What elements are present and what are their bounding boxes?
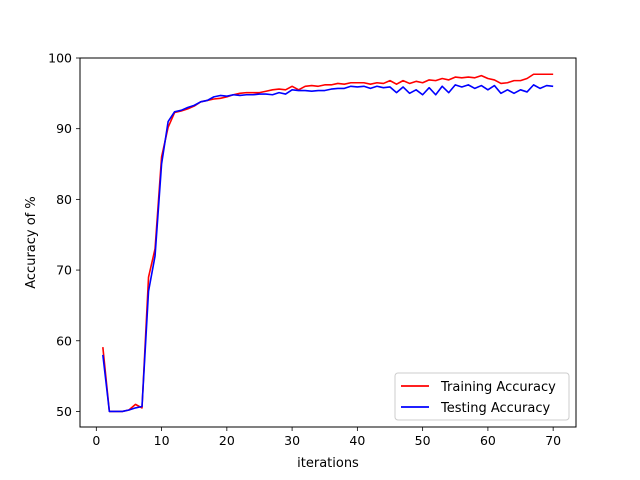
- legend-box: [394, 372, 570, 421]
- y-axis-label: Accuracy of %: [24, 196, 39, 289]
- y-tick-label: 70: [56, 263, 72, 278]
- x-tick-label: 60: [480, 433, 496, 448]
- x-tick-label: 20: [219, 433, 235, 448]
- x-tick-label: 10: [154, 433, 170, 448]
- series-line-testing: [102, 84, 554, 413]
- y-tick-label: 80: [56, 192, 72, 207]
- y-tick-label: 100: [48, 51, 72, 66]
- legend-label-testing: Testing Accuracy: [440, 401, 550, 416]
- axes-frame: [79, 57, 577, 428]
- y-tick-label: 90: [56, 121, 72, 136]
- legend-label-training: Training Accuracy: [440, 380, 556, 395]
- plot-area: [102, 73, 554, 413]
- y-tick-label: 50: [56, 404, 72, 419]
- x-tick-label: 0: [92, 433, 100, 448]
- x-axis-ticks: 0 10 20 30 40 50 60 70: [92, 427, 561, 448]
- x-tick-label: 50: [415, 433, 431, 448]
- y-axis-ticks: 50 60 70 80 90 100: [48, 51, 80, 419]
- x-tick-label: 30: [284, 433, 300, 448]
- x-tick-label: 40: [349, 433, 365, 448]
- legend: Training Accuracy Testing Accuracy: [394, 372, 570, 421]
- x-axis-label: iterations: [297, 456, 359, 471]
- y-tick-label: 60: [56, 333, 72, 348]
- x-tick-label: 70: [545, 433, 561, 448]
